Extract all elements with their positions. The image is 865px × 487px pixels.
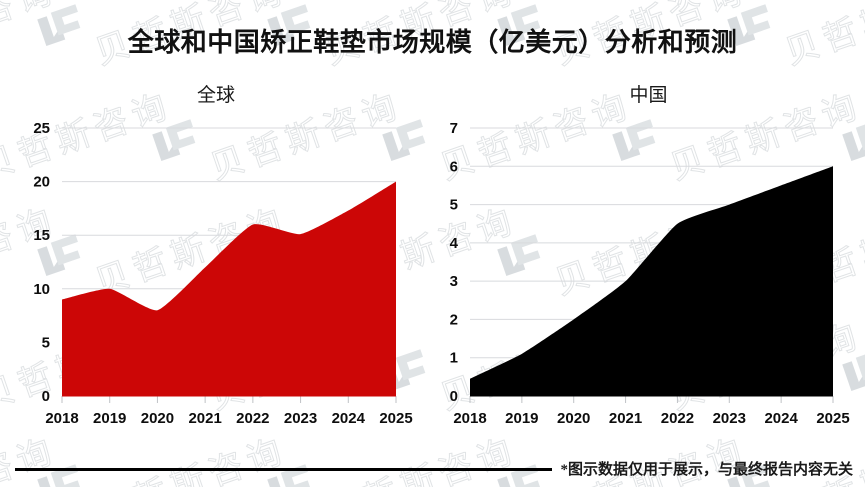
y-axis-tick-label: 5 <box>450 197 458 214</box>
x-axis-tick-label: 2023 <box>713 410 746 427</box>
x-axis-tick-label: 2019 <box>505 410 538 427</box>
x-axis-tick-label: 2018 <box>453 410 486 427</box>
y-axis-tick-label: 20 <box>33 174 50 191</box>
x-axis-tick-label: 2021 <box>609 410 642 427</box>
footer-divider <box>15 468 552 471</box>
x-axis-tick-label: 2018 <box>45 410 78 427</box>
area-chart-china: 0 1 2 3 4 5 6 7 2018 2019 2020 2021 2022 2023 2024 2025 <box>450 120 850 427</box>
y-axis-tick-label: 10 <box>33 281 50 298</box>
page-title: 全球和中国矫正鞋垫市场规模（亿美元）分析和预测 <box>127 28 738 57</box>
x-axis-tick-label: 2021 <box>188 410 221 427</box>
panel-subtitle-global: 全球 <box>196 85 235 106</box>
y-axis-tick-label: 1 <box>450 350 458 367</box>
y-axis-tick-label: 15 <box>33 227 50 244</box>
y-axis-tick-label: 25 <box>33 120 50 137</box>
area-series <box>62 181 396 396</box>
x-axis-tick-label: 2025 <box>379 410 412 427</box>
x-axis-tick-label: 2019 <box>93 410 126 427</box>
y-axis-tick-label: 2 <box>450 311 458 328</box>
chart-panel-global: 全球 0 5 10 15 20 25 2018 2019 2020 2021 2022 2023 202… <box>0 80 432 440</box>
y-axis-tick-label: 0 <box>450 388 458 405</box>
footer-note: *图示数据仅用于展示，与最终报告内容无关 <box>560 462 853 478</box>
y-axis-tick-label: 4 <box>450 235 459 252</box>
panel-subtitle-china: 中国 <box>629 85 668 106</box>
y-axis-tick-label: 6 <box>450 158 458 175</box>
x-axis-tick-label: 2024 <box>764 410 798 427</box>
x-axis-tick-label: 2020 <box>141 410 174 427</box>
x-axis-tick-label: 2022 <box>661 410 694 427</box>
chart-panel-china: 中国 0 1 2 3 4 5 6 7 2018 2019 2020 2021 2022 2023 2024 2… <box>432 80 865 440</box>
y-axis-tick-label: 7 <box>450 120 458 137</box>
x-axis-tick-label: 2023 <box>284 410 317 427</box>
area-series <box>470 166 833 396</box>
x-axis-tick-label: 2020 <box>557 410 590 427</box>
x-axis-tick-label: 2025 <box>816 410 849 427</box>
y-axis-tick-label: 3 <box>450 273 458 290</box>
x-axis-tick-label: 2022 <box>236 410 269 427</box>
y-axis-tick-label: 5 <box>42 334 50 351</box>
y-axis-tick-label: 0 <box>42 388 50 405</box>
x-axis-tick-label: 2024 <box>332 410 366 427</box>
